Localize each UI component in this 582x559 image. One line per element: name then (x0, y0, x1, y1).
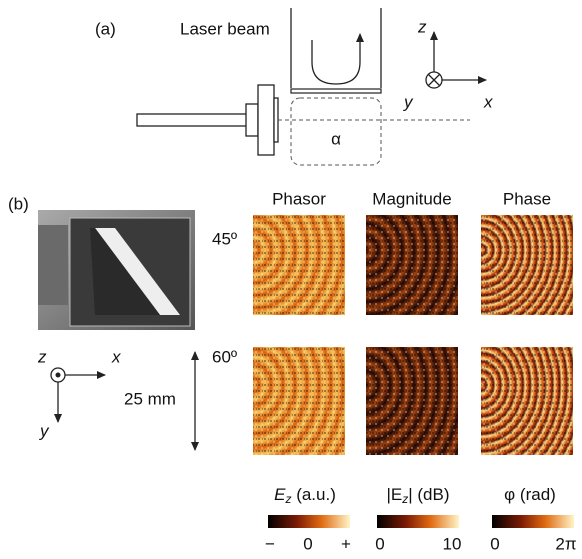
alpha-label: α (331, 129, 341, 148)
row-label: 60º (212, 347, 237, 366)
axis-label: z (37, 347, 47, 366)
colorbar-title: φ (rad) (504, 485, 556, 504)
magnitude-map (366, 215, 458, 315)
colorbar-tick: 0 (490, 534, 499, 553)
colorbar-tick: − (265, 534, 275, 553)
colorbar-tick: 10 (443, 534, 462, 553)
panel-a: (a) Laser beam α z x y (95, 8, 493, 165)
panel-b: (b) Phasor Magnitude Phase 45º 60º z x y… (8, 189, 577, 553)
plate (291, 89, 381, 93)
scale-label: 25 mm (124, 389, 176, 408)
phasor-map (253, 215, 345, 315)
colorbar (268, 515, 350, 528)
beam-arrow (312, 34, 360, 84)
photo (38, 225, 68, 305)
panel-label: (a) (95, 19, 116, 38)
rod (137, 114, 247, 126)
colorbar-title: |Ez| (dB) (386, 485, 449, 506)
colorbar (377, 515, 459, 528)
phase-map (481, 215, 573, 315)
row-label: 45º (212, 229, 237, 248)
axis-label: y (39, 421, 50, 440)
colorbar-tick: 2π (555, 534, 576, 553)
mount (246, 104, 258, 136)
colorbar-tick: 0 (375, 534, 384, 553)
column-header: Phasor (272, 189, 326, 208)
column-header: Magnitude (372, 189, 451, 208)
colorbar-tick: 0 (303, 534, 312, 553)
panel-label: (b) (8, 194, 29, 213)
mount (274, 98, 278, 142)
laser-label: Laser beam (180, 19, 270, 38)
colorbar (492, 515, 574, 528)
axis-label: x (483, 92, 493, 111)
axis-label: y (403, 92, 414, 111)
phase-map (481, 347, 573, 455)
mount (258, 85, 274, 155)
axis-label: z (417, 17, 427, 36)
z-out (56, 373, 61, 378)
phasor-map (253, 347, 345, 455)
magnitude-map (366, 347, 458, 455)
figure: (a) Laser beam α z x y (b) Phasor Magnit… (0, 0, 582, 559)
axis-label: x (111, 347, 121, 366)
column-header: Phase (503, 189, 551, 208)
colorbar-tick: + (341, 534, 351, 553)
colorbar-title: Ez (a.u.) (274, 485, 336, 506)
